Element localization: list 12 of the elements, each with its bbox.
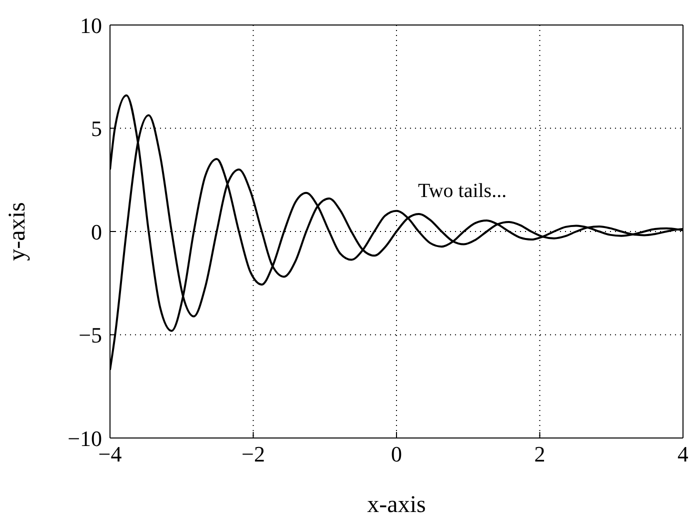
annotation: Two tails... bbox=[418, 180, 507, 203]
y-tick-label: −5 bbox=[78, 322, 102, 348]
y-axis-title: y-axis bbox=[4, 202, 31, 261]
x-axis-title: x-axis bbox=[367, 492, 426, 518]
x-tick-label: 4 bbox=[678, 442, 688, 467]
x-tick-label: −2 bbox=[242, 442, 265, 467]
x-tick-label: 2 bbox=[534, 442, 546, 467]
y-tick-label: −10 bbox=[68, 426, 102, 451]
y-tick-label: 0 bbox=[91, 219, 102, 244]
y-tick-label: 10 bbox=[80, 12, 102, 38]
y-tick-label: 5 bbox=[91, 116, 102, 142]
x-tick-label: 0 bbox=[391, 442, 402, 467]
